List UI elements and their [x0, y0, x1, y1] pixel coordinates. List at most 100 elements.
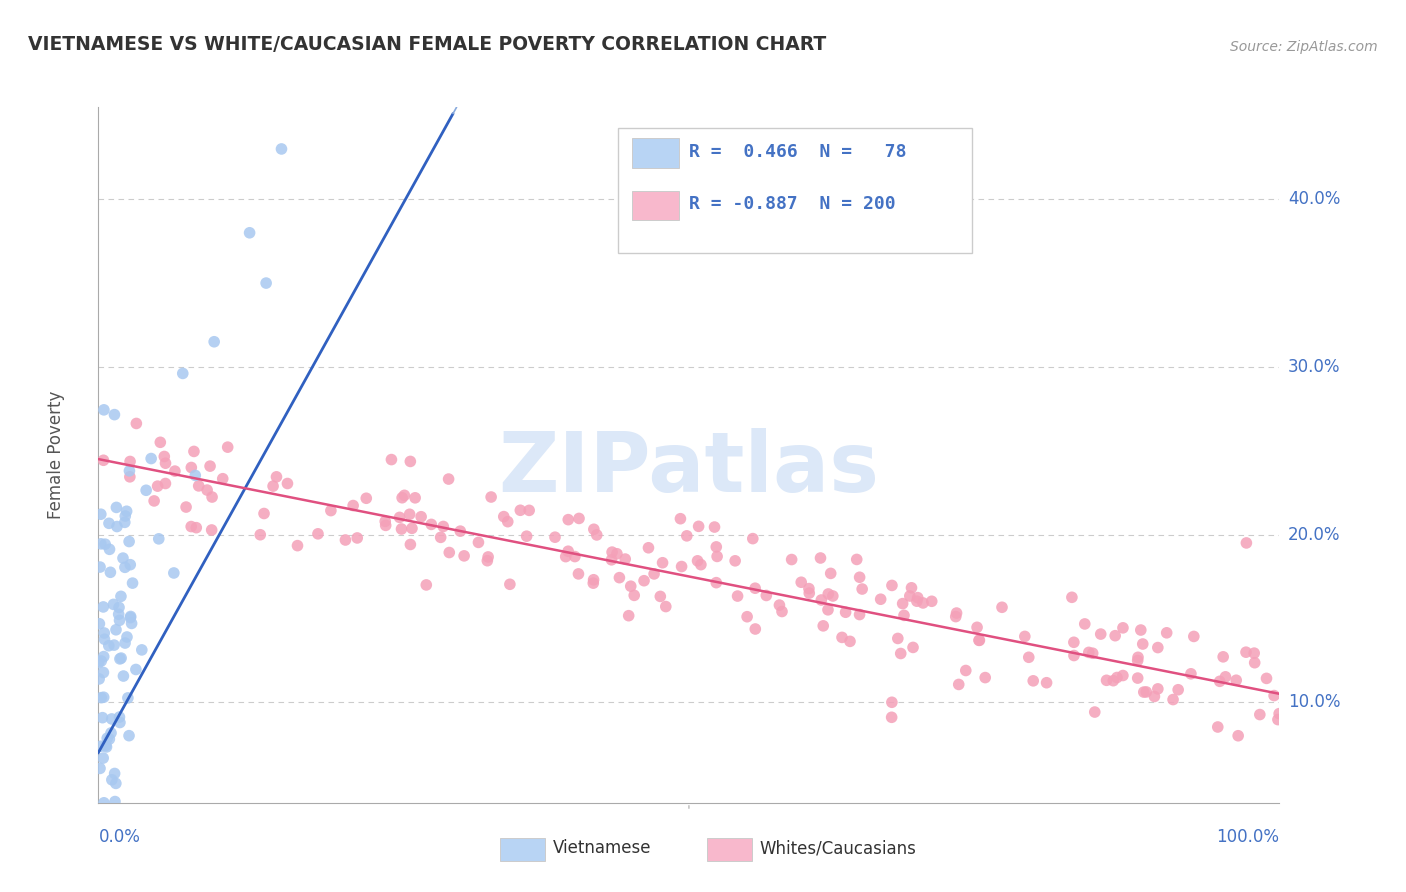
Point: [790, 575, 813, 590]
Point: [201, 523, 224, 537]
Point: [108, 710, 131, 724]
Point: [93, 402, 115, 417]
Point: [114, 636, 136, 650]
Point: [741, 532, 763, 546]
Point: [91, 751, 114, 765]
Point: [907, 591, 929, 605]
Point: [467, 535, 489, 549]
Point: [1084, 705, 1107, 719]
Point: [1074, 616, 1097, 631]
Point: [90, 739, 112, 754]
Point: [582, 576, 605, 591]
Point: [1018, 650, 1040, 665]
Point: [821, 589, 844, 603]
Point: [880, 710, 903, 724]
Point: [582, 573, 605, 587]
Point: [146, 479, 169, 493]
Point: [948, 677, 970, 691]
Point: [969, 633, 991, 648]
Point: [266, 470, 288, 484]
Point: [111, 551, 134, 566]
Point: [704, 540, 727, 554]
Point: [262, 479, 284, 493]
Point: [398, 508, 420, 522]
Text: 20.0%: 20.0%: [1288, 525, 1340, 543]
Point: [96, 731, 118, 746]
Point: [810, 593, 832, 607]
Point: [103, 408, 125, 422]
Point: [651, 556, 673, 570]
Point: [254, 276, 277, 290]
Text: 100.0%: 100.0%: [1216, 828, 1279, 846]
Point: [112, 669, 135, 683]
Point: [201, 490, 224, 504]
Point: [770, 605, 793, 619]
Point: [891, 597, 914, 611]
Point: [600, 545, 623, 559]
Point: [391, 522, 413, 536]
Point: [1129, 623, 1152, 637]
Point: [650, 590, 672, 604]
Point: [727, 589, 749, 603]
Point: [1135, 685, 1157, 699]
Point: [893, 608, 915, 623]
Point: [96, 739, 118, 754]
Point: [1095, 673, 1118, 688]
Point: [98, 516, 121, 531]
Point: [131, 643, 153, 657]
Point: [900, 581, 922, 595]
Point: [1243, 656, 1265, 670]
Point: [1112, 668, 1135, 682]
Point: [477, 549, 499, 564]
Point: [496, 515, 519, 529]
Point: [557, 544, 579, 558]
Point: [105, 623, 128, 637]
Point: [172, 367, 194, 381]
Point: [1126, 650, 1149, 665]
Point: [1063, 648, 1085, 663]
Point: [163, 566, 186, 580]
Text: 0.0%: 0.0%: [98, 828, 141, 846]
Point: [655, 599, 678, 614]
Point: [797, 582, 820, 596]
Point: [1104, 629, 1126, 643]
Point: [118, 534, 141, 549]
Point: [544, 530, 567, 544]
Point: [851, 582, 873, 596]
Point: [1060, 591, 1083, 605]
Point: [1227, 729, 1250, 743]
Point: [1161, 692, 1184, 706]
Point: [98, 542, 121, 557]
Point: [180, 460, 202, 475]
Point: [120, 558, 142, 572]
Point: [606, 547, 628, 561]
Point: [703, 520, 725, 534]
Point: [1077, 645, 1099, 659]
Point: [880, 695, 903, 709]
Point: [135, 483, 157, 498]
Point: [108, 613, 131, 627]
Point: [114, 560, 136, 574]
Point: [799, 586, 821, 600]
Point: [1105, 671, 1128, 685]
Point: [429, 530, 451, 544]
Point: [1234, 645, 1257, 659]
Point: [399, 537, 422, 551]
Point: [704, 575, 727, 590]
Point: [93, 632, 115, 647]
Point: [115, 504, 138, 518]
Point: [869, 592, 891, 607]
Point: [479, 490, 502, 504]
Point: [516, 529, 538, 543]
Point: [706, 549, 728, 564]
Point: [1249, 707, 1271, 722]
Text: 10.0%: 10.0%: [1288, 693, 1340, 711]
Point: [186, 521, 208, 535]
Point: [848, 607, 870, 622]
Point: [287, 539, 309, 553]
Point: [143, 494, 166, 508]
Text: 40.0%: 40.0%: [1288, 190, 1340, 208]
Point: [1267, 713, 1289, 727]
Point: [671, 559, 693, 574]
Point: [1143, 690, 1166, 704]
